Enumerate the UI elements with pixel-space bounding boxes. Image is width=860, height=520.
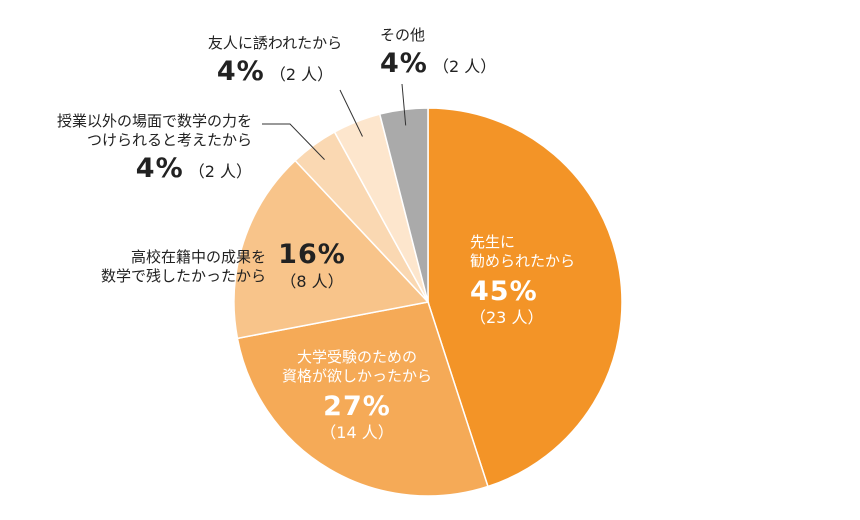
slice-percent-skills: 4% bbox=[135, 152, 184, 184]
slice-value-other: 4% （2 人） bbox=[380, 47, 496, 81]
leader-line-friend bbox=[339, 89, 363, 137]
slice-label-results-line2: 数学で残したかったから bbox=[100, 266, 266, 285]
slice-count-teacher: （23 人） bbox=[470, 308, 544, 328]
slice-label-exam: 大学受験のための 資格が欲しかったから 27% （14 人） bbox=[272, 348, 442, 443]
slice-label-other-line1: その他 bbox=[380, 26, 426, 44]
slice-label-other: その他 4% （2 人） bbox=[380, 26, 496, 81]
slice-percent-other: 4% bbox=[380, 47, 428, 79]
slice-percent-friend: 4% bbox=[216, 55, 265, 87]
slice-label-teacher: 先生に 勧められたから 45% （23 人） bbox=[470, 233, 575, 328]
slice-label-results-line1: 高校在籍中の成果を bbox=[130, 248, 266, 266]
pie-slice-teacher bbox=[427, 107, 623, 488]
pie-slice-exam bbox=[236, 301, 489, 497]
slice-label-skills: 授業以外の場面で数学の力を つけられると考えたから 4% （2 人） bbox=[20, 112, 252, 185]
leader-line-skills bbox=[262, 123, 325, 160]
slice-label-friend-line1: 友人に誘われたから bbox=[207, 34, 343, 52]
slice-label-exam-line2: 資格が欲しかったから bbox=[281, 366, 432, 385]
pie-slices bbox=[233, 107, 623, 497]
leader-line-other bbox=[401, 83, 407, 126]
slice-label-teacher-line2: 勧められたから bbox=[470, 251, 576, 270]
slice-label-teacher-line1: 先生に bbox=[470, 233, 516, 251]
slice-percent-teacher: 45% bbox=[470, 275, 538, 307]
slice-label-results: 高校在籍中の成果を 数学で残したかったから bbox=[80, 248, 266, 286]
slice-count-friend: （2 人） bbox=[269, 64, 334, 84]
slice-count-other: （2 人） bbox=[432, 56, 497, 76]
slice-label-exam-line1: 大学受験のための bbox=[296, 348, 417, 366]
slice-value-friend: 4% （2 人） bbox=[180, 55, 370, 89]
slice-label-skills-line2: つけられると考えたから bbox=[86, 130, 252, 149]
slice-percent-results: 16% bbox=[278, 239, 346, 270]
slice-label-skills-line1: 授業以外の場面で数学の力を bbox=[56, 112, 252, 130]
slice-percent-exam: 27% bbox=[323, 390, 391, 422]
slice-value-results: 16% （8 人） bbox=[272, 238, 352, 292]
slice-count-skills: （2 人） bbox=[188, 161, 252, 181]
pie-slice-other bbox=[378, 107, 429, 303]
slice-value-skills: 4% （2 人） bbox=[20, 152, 252, 186]
slice-count-results: （8 人） bbox=[280, 271, 344, 291]
leader-lines bbox=[262, 83, 407, 160]
slice-label-friend: 友人に誘われたから 4% （2 人） bbox=[180, 34, 370, 89]
slice-count-exam: （14 人） bbox=[320, 423, 394, 443]
pie-slice-results bbox=[233, 159, 430, 340]
